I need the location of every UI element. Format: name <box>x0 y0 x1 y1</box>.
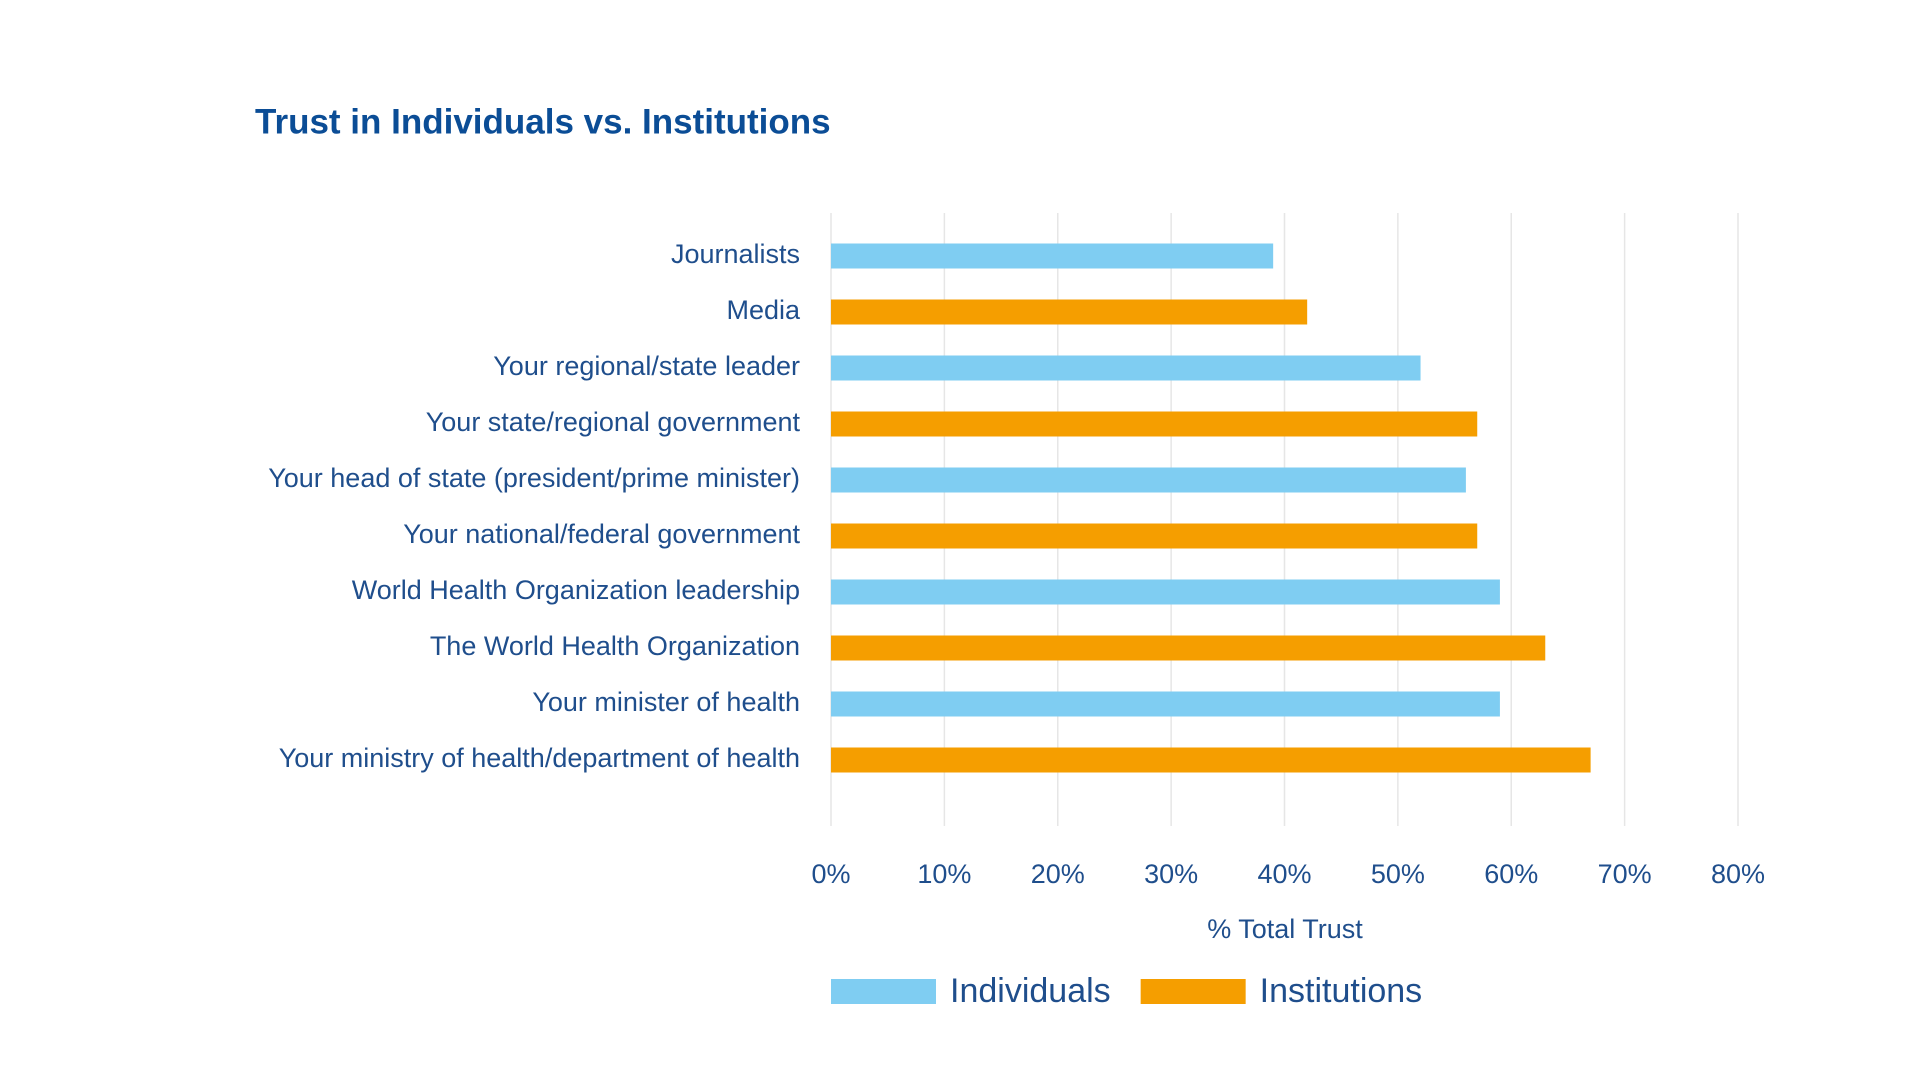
x-tick-label: 70% <box>1598 859 1652 889</box>
y-tick-label: Your minister of health <box>532 687 800 717</box>
x-tick-label: 30% <box>1144 859 1198 889</box>
y-tick-label: Media <box>726 295 801 325</box>
bar <box>831 299 1308 325</box>
bar <box>831 691 1500 717</box>
y-tick-label: The World Health Organization <box>430 631 800 661</box>
bar <box>831 467 1466 493</box>
x-tick-label: 40% <box>1257 859 1311 889</box>
x-tick-label: 20% <box>1031 859 1085 889</box>
y-tick-label: Your national/federal government <box>403 519 800 549</box>
x-tick-label: 60% <box>1484 859 1538 889</box>
legend-swatch <box>1140 979 1246 1004</box>
bar <box>831 523 1478 549</box>
y-tick-label: Journalists <box>671 239 800 269</box>
bar <box>831 635 1546 661</box>
legend-label: Institutions <box>1260 972 1423 1010</box>
legend-swatch <box>831 979 936 1004</box>
y-tick-label: World Health Organization leadership <box>352 575 800 605</box>
y-tick-label: Your ministry of health/department of he… <box>279 743 800 773</box>
bar <box>831 579 1500 605</box>
bar <box>831 747 1591 773</box>
x-tick-label: 10% <box>917 859 971 889</box>
x-tick-label: 0% <box>811 859 850 889</box>
y-tick-label: Your head of state (president/prime mini… <box>268 463 800 493</box>
x-axis-label: % Total Trust <box>1207 914 1363 944</box>
x-tick-label: 50% <box>1371 859 1425 889</box>
x-tick-label: 80% <box>1711 859 1765 889</box>
bar <box>831 355 1421 381</box>
y-tick-label: Your regional/state leader <box>493 351 800 381</box>
bar <box>831 243 1274 269</box>
chart-title: Trust in Individuals vs. Institutions <box>255 102 831 141</box>
legend-label: Individuals <box>950 972 1111 1010</box>
y-tick-label: Your state/regional government <box>426 407 801 437</box>
bar <box>831 411 1478 437</box>
